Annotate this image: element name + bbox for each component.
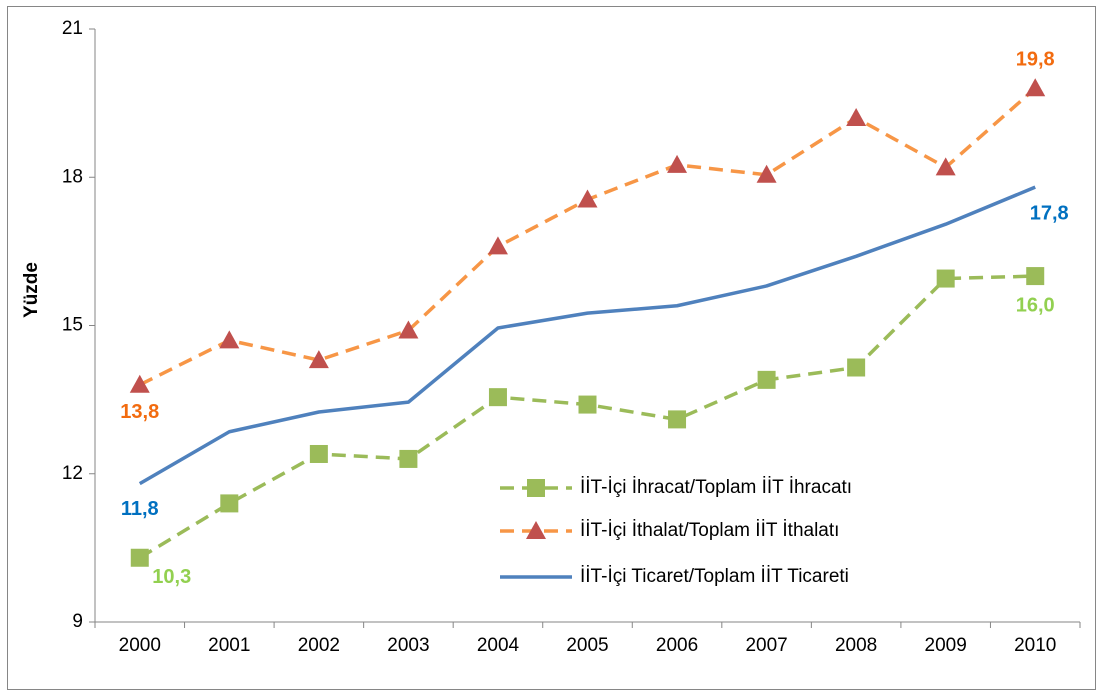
y-tick-label: 9 — [72, 611, 83, 632]
data-point — [847, 358, 866, 377]
data-label: 16,0 — [1016, 294, 1055, 316]
data-point — [846, 107, 867, 126]
x-tick-label: 2003 — [387, 635, 429, 656]
data-label: 19,8 — [1016, 49, 1055, 71]
x-tick-label: 2008 — [835, 635, 877, 656]
legend-label: İİT-İçi İhracat/Toplam İİT İhracatı — [580, 477, 852, 498]
data-point — [578, 395, 597, 414]
data-point — [936, 269, 955, 288]
x-tick-label: 2000 — [119, 635, 161, 656]
y-tick-label: 21 — [62, 18, 83, 39]
x-tick-label: 2005 — [566, 635, 608, 656]
data-label: 13,8 — [120, 401, 159, 423]
y-axis-label: Yüzde — [21, 262, 42, 318]
data-point — [935, 157, 956, 176]
data-point — [398, 320, 419, 339]
data-point — [219, 330, 240, 349]
data-point — [487, 236, 508, 255]
data-label: 11,8 — [121, 498, 159, 520]
data-point — [129, 374, 150, 393]
x-tick-label: 2007 — [745, 635, 787, 656]
data-point — [220, 494, 239, 513]
legend-label: İİT-İçi Ticaret/Toplam İİT Ticareti — [580, 566, 849, 587]
legend-label: İİT-İçi İthalat/Toplam İİT İthalatı — [580, 520, 839, 541]
legend-marker — [526, 521, 546, 539]
x-tick-label: 2001 — [208, 635, 250, 656]
x-tick-label: 2009 — [925, 635, 967, 656]
data-point — [1025, 78, 1046, 97]
data-label: 17,8 — [1030, 202, 1069, 224]
data-point — [577, 189, 598, 208]
y-tick-label: 15 — [62, 315, 83, 336]
data-point — [488, 388, 507, 407]
y-tick-label: 18 — [62, 166, 83, 187]
x-tick-label: 2010 — [1014, 635, 1056, 656]
data-point — [130, 548, 149, 567]
data-point — [1026, 267, 1045, 286]
series-line — [138, 185, 1036, 486]
x-tick-label: 2006 — [656, 635, 698, 656]
y-tick-label: 12 — [62, 463, 83, 484]
data-point — [756, 164, 777, 183]
x-tick-label: 2004 — [477, 635, 520, 656]
x-tick-label: 2002 — [298, 635, 340, 656]
data-point — [399, 449, 418, 468]
data-point — [667, 154, 688, 173]
data-point — [309, 444, 328, 463]
data-point — [668, 410, 687, 429]
data-point — [757, 370, 776, 389]
legend-marker — [527, 479, 545, 497]
data-label: 10,3 — [152, 566, 191, 588]
data-point — [308, 350, 329, 369]
